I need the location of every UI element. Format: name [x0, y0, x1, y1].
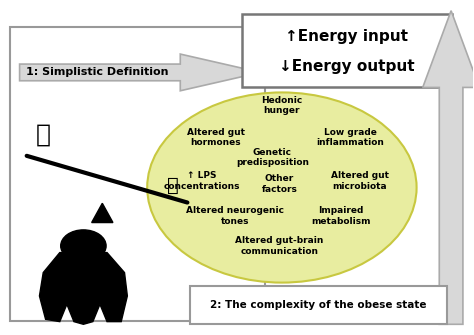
Text: ↑ LPS
concentrations: ↑ LPS concentrations: [164, 171, 240, 191]
Text: 1: Simplistic Definition: 1: Simplistic Definition: [27, 67, 169, 77]
Text: Hedonic
hunger: Hedonic hunger: [261, 96, 302, 116]
Text: Altered gut
microbiota: Altered gut microbiota: [331, 171, 389, 191]
Polygon shape: [39, 253, 128, 324]
FancyBboxPatch shape: [242, 14, 452, 87]
Text: Impaired
metabolism: Impaired metabolism: [311, 206, 371, 225]
Text: 🏃: 🏃: [167, 176, 179, 195]
FancyBboxPatch shape: [10, 27, 265, 321]
Text: Low grade
inflammation: Low grade inflammation: [317, 128, 384, 147]
Text: Genetic
predisposition: Genetic predisposition: [236, 148, 309, 167]
Text: 2: The complexity of the obese state: 2: The complexity of the obese state: [210, 300, 427, 310]
Text: ↓Energy output: ↓Energy output: [279, 59, 415, 74]
Text: 🍔: 🍔: [36, 122, 51, 146]
Circle shape: [147, 92, 417, 283]
Text: Altered gut
hormones: Altered gut hormones: [187, 128, 245, 147]
Circle shape: [61, 230, 106, 262]
Text: Altered neurogenic
tones: Altered neurogenic tones: [186, 206, 283, 225]
Polygon shape: [19, 54, 261, 91]
FancyBboxPatch shape: [190, 286, 447, 324]
Text: Altered gut-brain
communication: Altered gut-brain communication: [236, 236, 324, 256]
Polygon shape: [91, 203, 113, 222]
Text: ↑Energy input: ↑Energy input: [285, 28, 409, 44]
Text: Other
factors: Other factors: [262, 175, 298, 194]
Polygon shape: [423, 11, 474, 324]
